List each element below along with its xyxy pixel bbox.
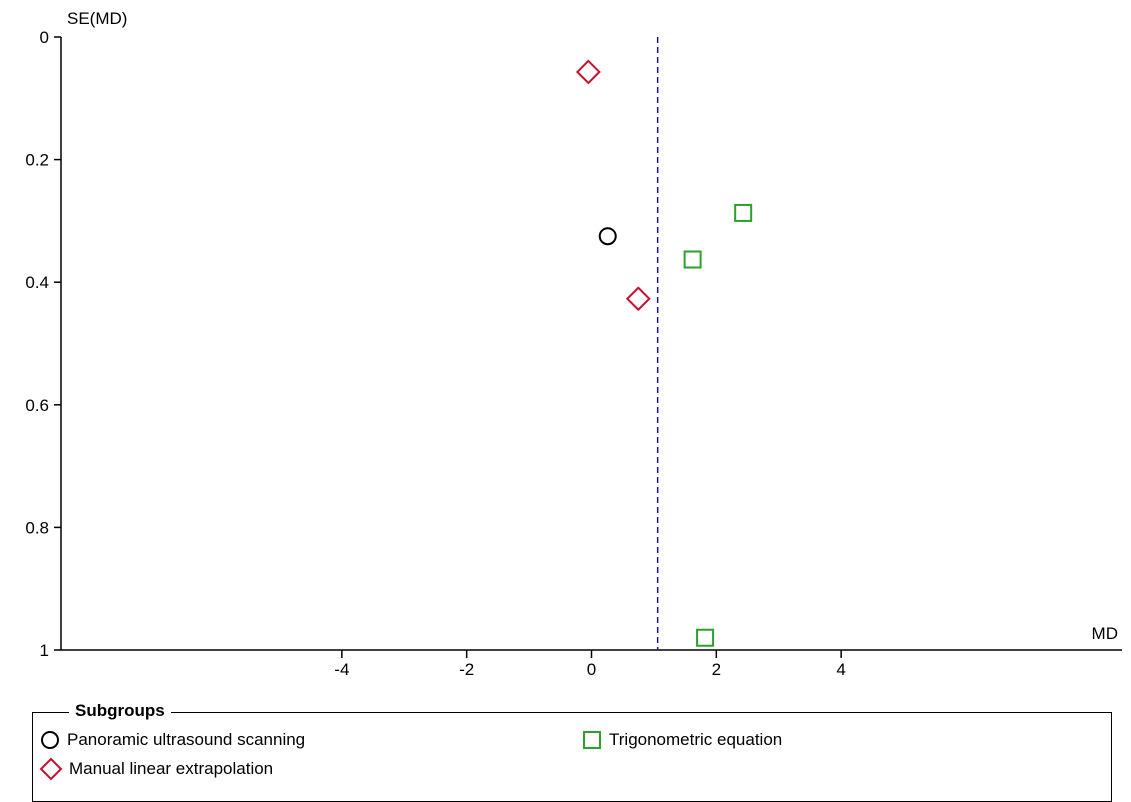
legend-label-trigonometric: Trigonometric equation (609, 730, 783, 749)
y-axis-title: SE(MD) (67, 9, 127, 28)
y-tick-label: 0.2 (25, 151, 49, 170)
legend-label-manual: Manual linear extrapolation (69, 759, 274, 778)
y-tick-label: 1 (40, 641, 49, 660)
data-points (575, 59, 753, 647)
y-tick-label: 0.6 (25, 396, 49, 415)
y-tick-label: 0 (40, 28, 49, 47)
data-point-square (734, 203, 753, 222)
axes: 0 0.2 0.4 0.6 0.8 1 -4 -2 0 2 4 SE(MD) MD (25, 9, 1122, 679)
legend: Subgroups Panoramic ultrasound scanning … (32, 701, 1112, 802)
data-point-circle (598, 227, 617, 246)
x-tick-label: 4 (836, 660, 845, 679)
data-point-square (683, 250, 702, 269)
legend-label-panoramic: Panoramic ultrasound scanning (67, 730, 306, 749)
x-tick-label: -2 (459, 660, 474, 679)
data-point-square (696, 628, 715, 647)
data-point-diamond (575, 59, 601, 85)
y-tick-label: 0.4 (25, 273, 49, 292)
x-tick-label: -4 (334, 660, 349, 679)
data-point-diamond (625, 286, 651, 312)
legend-item-trigonometric: Trigonometric equation (581, 729, 782, 751)
legend-item-panoramic: Panoramic ultrasound scanning (39, 729, 305, 751)
x-tick-label: 0 (587, 660, 596, 679)
legend-title: Subgroups (69, 701, 171, 721)
legend-item-manual: Manual linear extrapolation (39, 757, 273, 781)
funnel-plot: 0 0.2 0.4 0.6 0.8 1 -4 -2 0 2 4 SE(MD) MD (25, 9, 1122, 679)
square-marker-icon (583, 731, 601, 749)
x-tick-label: 2 (712, 660, 721, 679)
diamond-marker-icon (39, 757, 63, 781)
circle-marker-icon (41, 731, 59, 749)
y-tick-label: 0.8 (25, 518, 49, 537)
x-axis-title: MD (1092, 624, 1118, 643)
